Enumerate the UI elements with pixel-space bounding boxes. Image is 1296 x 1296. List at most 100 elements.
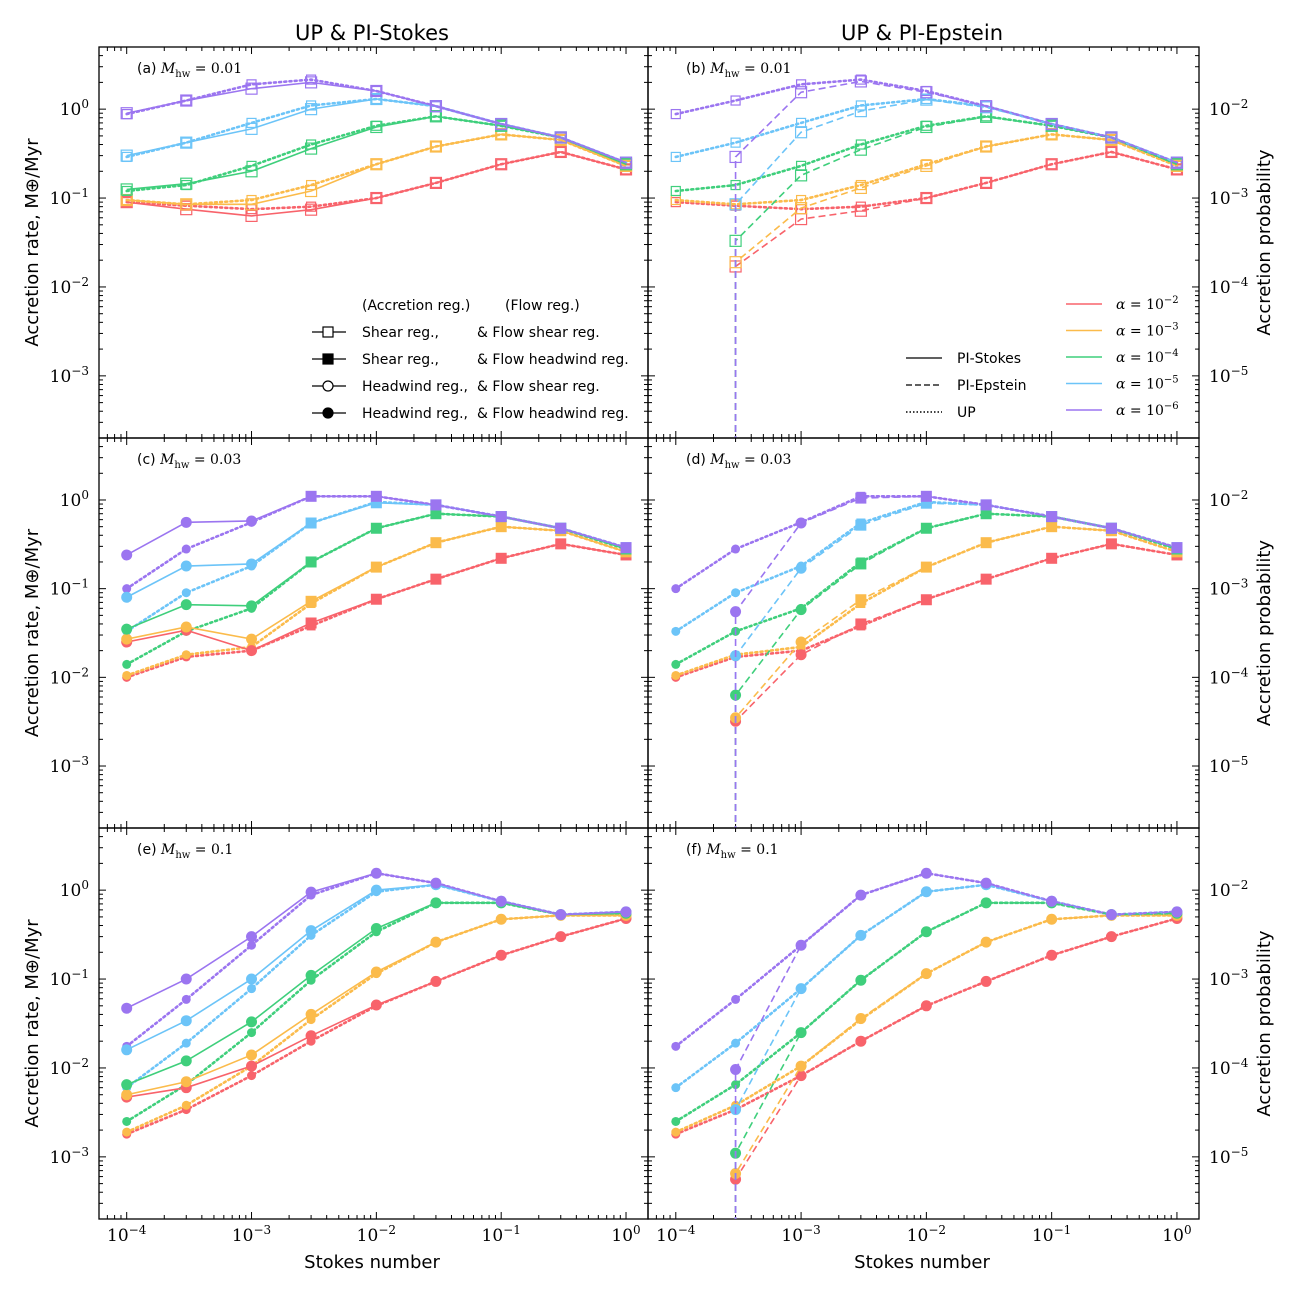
data-point-square-filled (305, 517, 317, 529)
legend-header-accretion: (Accretion reg.) (362, 298, 470, 314)
data-point-circle-filled (730, 606, 742, 618)
data-point-square-open (980, 140, 993, 153)
data-point-square-filled (305, 595, 317, 607)
right-y-tick-label: 10−5 (1209, 364, 1248, 387)
up-series-line-alpha-4 (674, 512, 1179, 666)
plot-area: 10−3 10−2 10−1 100 Accretion rate, M⊕/Myr (a)… (22, 46, 1275, 1246)
data-point-square-filled (370, 561, 382, 573)
data-point-circle-filled (1105, 909, 1117, 921)
data-point-square-open (495, 128, 508, 141)
data-point-circle-filled (495, 949, 507, 961)
legend-accretion-label: Shear reg., (362, 352, 439, 368)
data-point-square-open (370, 158, 383, 171)
data-point-circle-filled (795, 1027, 807, 1039)
data-point-square-open (495, 117, 508, 131)
legend-header-flow: (Flow reg.) (505, 298, 580, 314)
legend-linestyle-label: UP (957, 405, 976, 421)
series-group (120, 74, 633, 222)
data-point-square-open (794, 202, 808, 215)
left-y-tick-label: 10−1 (50, 577, 89, 600)
data-point-square-open (370, 92, 383, 106)
data-point-square-filled (920, 490, 932, 502)
data-point-square-filled (1105, 538, 1117, 550)
data-point-circle-filled (730, 1064, 742, 1076)
right-y-tick-label: 10−2 (1209, 488, 1248, 511)
data-point-square-open (921, 192, 932, 204)
data-point-circle-filled (920, 1000, 932, 1012)
left-y-tick-label: 10−3 (50, 1145, 89, 1168)
data-point-square-filled (980, 537, 992, 549)
data-point-square-open (429, 100, 443, 113)
series-group (671, 867, 1183, 1219)
up-series-line-alpha-4 (125, 512, 628, 666)
data-point-square-open (1045, 128, 1058, 141)
legend-accretion-label: Shear reg., (362, 325, 439, 341)
data-point-square-open (794, 169, 808, 182)
data-point-square-filled (1105, 522, 1117, 534)
left-y-axis-label: Accretion rate, M⊕/Myr (22, 528, 43, 737)
right-y-tick-label: 10−5 (1209, 1145, 1248, 1168)
x-tick-label: 100 (611, 1223, 640, 1246)
data-point-square-open (304, 184, 318, 198)
data-point-square-open (855, 201, 866, 212)
data-point-square-filled (495, 511, 507, 523)
data-point-circle-filled (495, 913, 507, 925)
data-point-circle-filled (180, 1015, 192, 1027)
data-point-circle-filled (122, 1127, 132, 1137)
data-point-square-filled (855, 492, 867, 504)
pi-series-line-alpha-3 (734, 525, 1178, 828)
left-y-axis-label: Accretion rate, M⊕/Myr (22, 138, 43, 347)
data-point-square-open (371, 159, 382, 170)
legend-square-open (322, 326, 334, 338)
left-y-tick-label: 100 (60, 488, 89, 511)
data-point-square-open (670, 108, 681, 120)
data-point-square-open (795, 79, 807, 90)
data-point-circle-filled (180, 560, 192, 572)
data-point-circle-filled (247, 1028, 257, 1038)
data-point-circle-filled (121, 549, 133, 561)
data-point-circle-filled (247, 1071, 257, 1081)
data-point-circle-filled (180, 1076, 192, 1088)
data-point-circle-filled (121, 633, 133, 645)
left-y-tick-label: 10−3 (50, 364, 89, 387)
data-point-square-open (854, 75, 867, 88)
legend-linestyle-label: PI-Stokes (957, 351, 1021, 367)
panel-a: 10−3 10−2 10−1 100 Accretion rate, M⊕/Myr (a)… (22, 46, 649, 439)
data-point-circle-filled (795, 562, 807, 574)
data-point-square-filled (495, 552, 507, 564)
data-point-square-open (1170, 156, 1184, 169)
right-y-tick-label: 10−4 (1209, 1056, 1249, 1079)
data-point-circle-filled (370, 923, 382, 935)
data-point-square-filled (305, 556, 317, 568)
data-point-circle-filled (920, 867, 932, 879)
left-y-tick-label: 10−2 (50, 1056, 89, 1079)
data-point-circle-filled (795, 983, 807, 995)
data-point-square-open (980, 176, 993, 190)
pi-series-line-alpha-5 (734, 98, 1178, 438)
data-point-square-open (854, 105, 867, 118)
data-point-circle-filled (305, 886, 317, 898)
data-point-square-open (920, 159, 933, 172)
data-point-circle-filled (181, 1038, 191, 1048)
data-point-circle-filled (671, 1083, 681, 1093)
series-group (121, 867, 632, 1139)
data-point-circle-filled (246, 1016, 258, 1028)
right-y-tick-label: 10−3 (1209, 186, 1248, 209)
data-point-square-open (304, 76, 318, 89)
x-tick-label: 10−4 (107, 1223, 147, 1246)
data-point-square-open (304, 203, 318, 216)
right-y-tick-label: 10−3 (1209, 577, 1248, 600)
pi-series-line-alpha-3 (126, 133, 627, 206)
data-point-square-filled (430, 508, 442, 520)
pi-series-line-alpha-6 (734, 495, 1178, 828)
data-point-square-open (920, 120, 933, 134)
data-point-circle-filled (855, 974, 867, 986)
data-point-square-open (120, 107, 133, 120)
data-point-square-open (670, 151, 681, 163)
data-point-square-open (855, 74, 866, 85)
data-point-circle-filled (430, 975, 442, 987)
left-y-tick-label: 10−1 (50, 186, 89, 209)
data-point-square-filled (920, 522, 932, 534)
pi-series-line-alpha-2 (126, 151, 627, 217)
